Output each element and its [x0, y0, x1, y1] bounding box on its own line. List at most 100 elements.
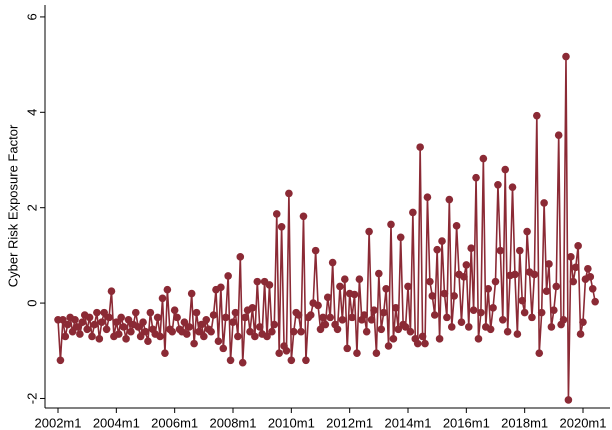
point: [535, 349, 544, 357]
point: [112, 318, 121, 326]
point: [477, 308, 485, 317]
point: [102, 325, 111, 334]
y-axis-title: Cyber Risk Exposure Factor: [5, 124, 20, 287]
point: [238, 358, 247, 367]
point: [275, 349, 283, 357]
point: [224, 272, 232, 280]
point: [85, 313, 94, 322]
point: [392, 304, 400, 312]
point: [265, 281, 274, 289]
x-tick-label: 2016m1: [443, 415, 490, 430]
point: [328, 258, 337, 267]
point: [501, 165, 510, 174]
point: [562, 52, 570, 61]
point: [571, 263, 580, 272]
point: [423, 193, 432, 201]
point: [435, 335, 444, 343]
point: [134, 323, 143, 331]
point: [97, 318, 106, 326]
point: [333, 325, 342, 334]
point: [127, 327, 135, 336]
point: [214, 337, 223, 346]
point: [251, 332, 259, 341]
point: [263, 332, 271, 341]
point: [428, 292, 437, 300]
point: [253, 277, 262, 286]
x-tick-label: 2018m1: [501, 415, 548, 430]
x-tick-label: 2010m1: [268, 415, 315, 430]
point: [190, 339, 198, 348]
point: [474, 335, 483, 343]
point: [231, 308, 240, 317]
point: [180, 318, 189, 326]
point: [277, 222, 286, 231]
point: [187, 289, 196, 298]
x-tick-label: 2020m1: [560, 415, 607, 430]
x-tick-label: 2004m1: [93, 415, 140, 430]
point: [545, 260, 553, 268]
point: [158, 294, 167, 303]
point: [76, 330, 84, 338]
point: [467, 244, 475, 253]
point: [270, 320, 279, 329]
point: [202, 315, 211, 324]
point: [316, 325, 325, 334]
point: [511, 270, 519, 279]
point: [139, 318, 147, 326]
point: [226, 356, 235, 365]
point: [430, 311, 439, 319]
point: [88, 332, 96, 341]
point: [496, 246, 505, 255]
point: [382, 284, 390, 293]
point: [460, 273, 468, 281]
point: [389, 335, 398, 343]
point: [163, 285, 172, 294]
point: [416, 143, 424, 151]
point: [100, 308, 108, 317]
x-tick-label: 2014m1: [385, 415, 432, 430]
point: [197, 320, 206, 329]
point: [445, 195, 454, 204]
point: [552, 282, 561, 291]
point: [153, 313, 162, 322]
point: [314, 301, 322, 310]
point: [144, 337, 152, 346]
point: [547, 323, 556, 331]
point: [289, 327, 298, 336]
point: [574, 242, 582, 250]
point: [229, 318, 237, 326]
point: [469, 306, 478, 315]
point: [326, 313, 335, 322]
point: [107, 287, 116, 295]
point: [285, 189, 293, 198]
point: [268, 327, 276, 336]
point: [375, 269, 383, 278]
point: [503, 327, 512, 336]
point: [173, 313, 181, 322]
point: [450, 292, 458, 300]
point: [484, 284, 493, 293]
point: [550, 306, 558, 315]
point: [559, 315, 568, 324]
point: [377, 325, 386, 334]
point: [528, 313, 536, 322]
point: [370, 306, 378, 315]
point: [195, 327, 203, 336]
point: [282, 346, 291, 355]
point: [360, 311, 369, 319]
point: [297, 327, 305, 336]
point: [530, 270, 539, 279]
point: [421, 339, 429, 348]
point: [479, 154, 488, 163]
point: [83, 325, 91, 334]
point: [341, 275, 349, 284]
point: [406, 327, 415, 336]
point: [584, 264, 592, 273]
point: [564, 396, 573, 404]
point: [396, 233, 405, 242]
point: [443, 313, 451, 322]
point: [294, 311, 303, 319]
point: [221, 313, 230, 322]
point: [516, 246, 524, 255]
